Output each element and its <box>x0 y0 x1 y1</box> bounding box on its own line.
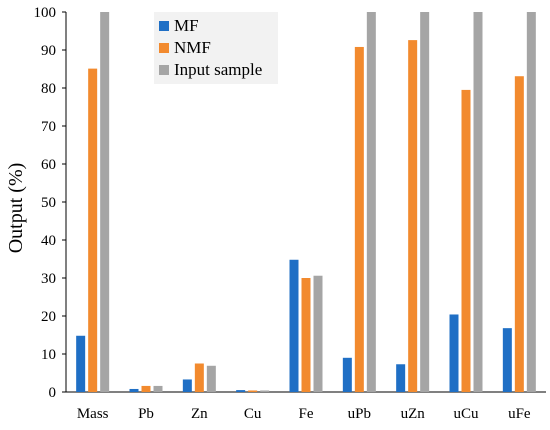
y-tick-label: 50 <box>41 195 56 211</box>
legend: MF NMF Input sample <box>154 12 278 84</box>
bar-nmf <box>194 363 204 392</box>
bar-input-sample <box>526 12 536 392</box>
y-tick-label: 80 <box>41 81 56 97</box>
bar-nmf <box>248 390 258 392</box>
bar-mf <box>129 388 139 392</box>
x-tick-label: Pb <box>138 406 154 422</box>
x-tick-label: Zn <box>191 406 208 422</box>
bar-input-sample <box>260 390 270 392</box>
bar-input-sample <box>473 12 483 392</box>
y-tick-label: 60 <box>41 157 56 173</box>
legend-label: Input sample <box>174 60 262 79</box>
bars <box>76 12 536 393</box>
y-tick-label: 30 <box>41 271 56 287</box>
y-tick-label: 90 <box>41 43 56 59</box>
bar-input-sample <box>206 365 216 392</box>
bar-mf <box>449 314 459 392</box>
y-tick-label: 100 <box>34 5 57 21</box>
x-tick-label: uPb <box>348 406 371 422</box>
legend-swatch <box>159 21 169 31</box>
x-tick-label: Mass <box>77 406 109 422</box>
x-axis-ticks: Mass Pb Zn Cu Fe uPb uZn uCu uFe <box>77 406 531 422</box>
bar-input-sample <box>313 275 323 392</box>
bar-nmf <box>514 76 524 392</box>
bar-nmf <box>461 89 471 393</box>
bar-input-sample <box>153 385 163 392</box>
bar-mf <box>76 335 86 392</box>
y-tick-label: 70 <box>41 119 56 135</box>
bar-nmf <box>408 40 418 393</box>
legend-label: MF <box>174 16 199 35</box>
x-tick-label: Cu <box>244 406 262 422</box>
y-tick-label: 10 <box>41 347 56 363</box>
bar-mf <box>182 379 192 392</box>
bar-mf <box>502 328 512 392</box>
legend-swatch <box>159 43 169 53</box>
x-tick-label: uZn <box>401 406 426 422</box>
bar-input-sample <box>366 12 376 392</box>
bar-input-sample <box>100 12 110 392</box>
legend-label: NMF <box>174 38 211 57</box>
y-axis-title: Output (%) <box>5 163 27 254</box>
x-tick-label: Fe <box>299 406 314 422</box>
bar-input-sample <box>420 12 430 392</box>
y-tick-label: 40 <box>41 233 56 249</box>
y-axis-ticks: 0 10 20 30 40 50 60 70 80 90 100 <box>34 5 66 401</box>
bar-nmf <box>301 278 311 392</box>
bar-mf <box>342 357 352 392</box>
bar-mf <box>289 259 299 392</box>
bar-nmf <box>141 385 151 392</box>
x-tick-label: uCu <box>453 406 479 422</box>
y-tick-label: 20 <box>41 309 56 325</box>
bar-nmf <box>88 68 98 393</box>
bar-mf <box>396 364 406 392</box>
x-tick-label: uFe <box>508 406 531 422</box>
bar-nmf <box>354 46 364 393</box>
y-tick-label: 0 <box>49 385 57 401</box>
legend-swatch <box>159 65 169 75</box>
legend-background <box>154 12 278 84</box>
bar-mf <box>236 390 246 392</box>
